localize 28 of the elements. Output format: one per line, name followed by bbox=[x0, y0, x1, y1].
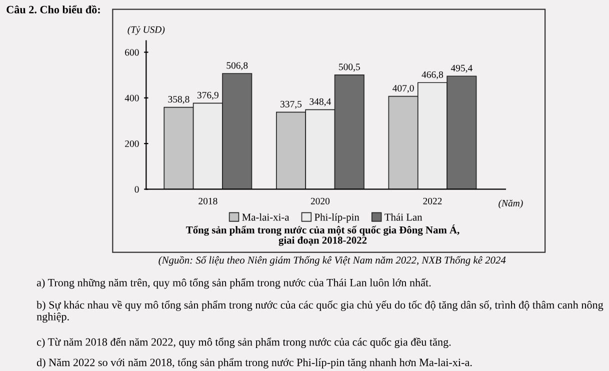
text: b) Sự khác nhau về quy mô tổng sản phẩm trong nước của các quốc gia chủ yếu do tốc độ tăng dân số, trình độ thâm canh nông nghiệp. bbox=[36, 300, 604, 323]
y-tick-label: 200 bbox=[125, 140, 139, 148]
data-label: 500,5 bbox=[339, 64, 360, 72]
text: (Nguồn: Số liệu theo Niên giám Thống kê Việt Nam năm 2022, NXB Thống kê 2024 bbox=[158, 256, 506, 266]
data-label: 358,8 bbox=[168, 96, 190, 104]
y-axis-title: (Tỷ USD) bbox=[128, 26, 165, 35]
text: d) Năm 2022 so với năm 2018, tổng sản phẩm trong nước Phi-líp-pin tăng nhanh hơn Ma-lai-xi-a. bbox=[36, 358, 472, 368]
x-tick-label: 2020 bbox=[310, 198, 330, 204]
data-label: 376,9 bbox=[197, 92, 218, 100]
x-tick-label: 2018 bbox=[198, 198, 218, 204]
y-tick-label: 400 bbox=[124, 94, 139, 102]
legend-label: Thái Lan bbox=[384, 213, 422, 221]
text: a) Trong những năm trên, quy mô tổng sản phẩm trong nước của Thái Lan luôn lớn nhất. bbox=[36, 278, 431, 289]
x-axis-title: (Năm) bbox=[498, 200, 523, 208]
text: Tổng sản phẩm trong nước của một số quốc gia Đông Nam Á, giai đoạn 2018-2022 bbox=[186, 224, 460, 246]
data-label: 348,4 bbox=[310, 98, 331, 106]
data-label: 407,0 bbox=[392, 84, 414, 93]
y-tick-label: 600 bbox=[125, 49, 139, 56]
legend-label: Ma-lai-xi-a bbox=[242, 213, 290, 221]
x-tick-label: 2022 bbox=[423, 198, 442, 204]
data-label: 506,8 bbox=[226, 62, 248, 70]
data-label: 495,4 bbox=[450, 64, 472, 73]
data-label: 466,8 bbox=[422, 71, 444, 80]
legend-label: Phi-líp-pin bbox=[314, 213, 360, 223]
y-tick-label: 0 bbox=[134, 186, 139, 193]
text: Câu 2. Cho biểu đồ: bbox=[6, 5, 100, 14]
text: c) Từ năm 2018 đến năm 2022, quy mô tổng sản phẩm trong nước của các quốc gia đều tăng. bbox=[36, 338, 451, 348]
data-label: 337,5 bbox=[280, 100, 302, 109]
